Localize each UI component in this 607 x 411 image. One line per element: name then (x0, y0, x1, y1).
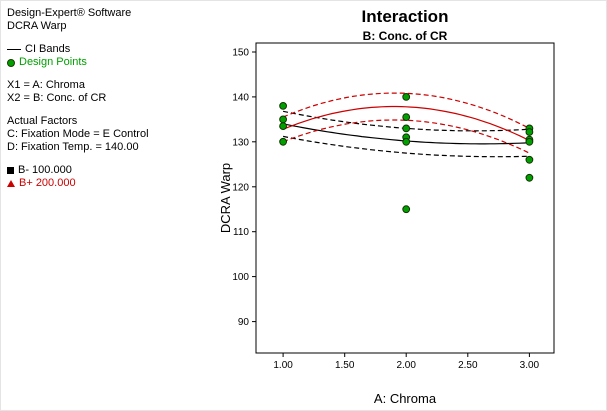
factor-c: C: Fixation Mode = E Control (7, 128, 149, 141)
y-tick-label: 120 (232, 182, 249, 193)
spacer (7, 154, 149, 164)
design-point (279, 115, 287, 124)
design-point (279, 102, 287, 110)
series-legend-b-minus-label: B- 100.000 (18, 164, 72, 176)
x1-assignment: X1 = A: Chroma (7, 79, 149, 92)
x-axis-label: A: Chroma (373, 391, 437, 406)
design-point (525, 173, 534, 182)
curve-b-ci-lower (282, 135, 530, 158)
x-tick-label: 2.00 (396, 360, 416, 371)
y-tick-label: 140 (232, 92, 249, 103)
chart-title: Interaction (361, 7, 449, 26)
x-tick-label: 2.50 (458, 360, 478, 371)
series-legend-b-plus-label: B+ 200.000 (19, 177, 76, 189)
info-panel: Design-Expert® Software DCRA Warp CI Ban… (7, 7, 149, 190)
design-point (402, 113, 411, 121)
design-point (525, 128, 534, 136)
factor-d-label: D: Fixation Temp. = 140.00 (7, 141, 139, 153)
design-point (525, 155, 534, 164)
legend-design-points-label: Design Points (19, 56, 87, 68)
curve-b-200-000-mean (282, 105, 530, 142)
y-tick-label: 110 (233, 227, 249, 238)
plot-area (255, 42, 555, 354)
plot-canvas: 1.00 1.50 2.00 2.50 3.00 90 100 110 120 130 140 150 (232, 42, 555, 371)
spacer (7, 69, 149, 79)
factor-d: D: Fixation Temp. = 140.00 (7, 141, 149, 154)
series-legend-b-minus: B- 100.000 (7, 164, 149, 177)
x2-assignment-label: X2 = B: Conc. of CR (7, 92, 107, 104)
b-plus-triangle-icon (7, 180, 15, 187)
spacer (7, 105, 149, 115)
legend-ci-bands: CI Bands (7, 43, 149, 56)
interaction-chart: Interaction B: Conc. of CR DCRA Warp 1.0… (211, 1, 606, 410)
actual-factors-heading-label: Actual Factors (7, 115, 78, 127)
chart-subtitle: B: Conc. of CR (362, 29, 448, 43)
x-tick-label: 3.00 (520, 360, 540, 371)
response-name-label: DCRA Warp (7, 20, 67, 32)
y-tick-label: 130 (232, 137, 249, 148)
design-point (402, 93, 411, 101)
design-point (279, 137, 287, 146)
design-point-icon (7, 58, 15, 67)
design-point (525, 137, 534, 146)
design-point (402, 137, 411, 146)
ci-line-icon (7, 49, 21, 50)
software-title: Design-Expert® Software (7, 7, 149, 20)
actual-factors-heading: Actual Factors (7, 115, 149, 128)
design-point (402, 205, 411, 214)
design-point (279, 122, 287, 130)
factor-c-label: C: Fixation Mode = E Control (7, 128, 149, 140)
legend-ci-bands-label: CI Bands (25, 43, 71, 55)
y-tick-label: 150 (232, 48, 249, 59)
y-tick-label: 90 (238, 317, 250, 328)
spacer (7, 33, 149, 43)
curve-b-ci-upper (282, 92, 530, 129)
x-tick-label: 1.00 (273, 360, 293, 371)
b-minus-square-icon (7, 167, 14, 174)
software-title-label: Design-Expert® Software (7, 7, 132, 19)
curve-b-ci-lower (282, 119, 530, 154)
design-point (402, 124, 411, 133)
legend-design-points: Design Points (7, 56, 149, 69)
x1-assignment-label: X1 = A: Chroma (7, 79, 85, 91)
y-tick-label: 100 (232, 272, 249, 283)
x2-assignment: X2 = B: Conc. of CR (7, 92, 149, 105)
series-legend-b-plus: B+ 200.000 (7, 177, 149, 190)
response-name: DCRA Warp (7, 20, 149, 33)
x-tick-label: 1.50 (335, 360, 355, 371)
